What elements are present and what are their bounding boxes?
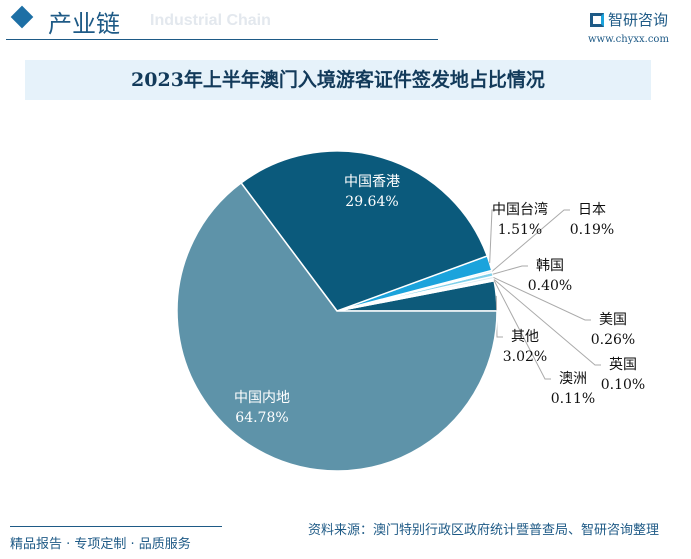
slice-name: 中国香港 [344,174,400,190]
leader-line-3 [493,277,591,321]
slice-label: 中国内地 64.78% [232,388,292,428]
leader-line-4 [492,265,528,275]
slice-label: 英国 0.10% [593,355,653,395]
slice-value: 29.64% [345,194,399,210]
slice-name: 英国 [609,357,637,373]
logo-text: 智研咨询 [608,11,669,29]
slice-value: 1.51% [497,222,543,238]
slice-value: 0.11% [550,391,596,407]
footer-tagline: 精品报告 · 专项定制 · 品质服务 [10,537,191,552]
slice-value: 0.19% [569,222,615,238]
slice-name: 中国台湾 [492,202,548,218]
slice-label: 澳洲 0.11% [543,369,603,409]
slice-label: 中国台湾 1.51% [490,200,550,240]
slice-name: 韩国 [536,258,564,274]
slice-name: 澳洲 [559,371,587,387]
data-source: 资料来源：澳门特别行政区政府统计暨普查局、智研咨询整理 [308,523,660,538]
slice-value: 0.40% [527,278,573,294]
footer-divider [10,526,222,527]
pie-slice-7 [240,150,489,312]
slice-name: 中国内地 [234,390,290,406]
header-divider [6,39,438,40]
slice-value: 64.78% [235,410,289,426]
slice-value: 3.02% [502,349,548,365]
slice-label: 美国 0.26% [583,310,643,350]
logo: 智研咨询 [590,9,668,30]
slice-name: 其他 [511,329,539,345]
website-url: www.chyxx.com [588,34,669,45]
leader-line-5 [491,209,570,272]
slice-label: 日本 0.19% [562,200,622,240]
leader-line-1 [493,280,551,380]
slice-label: 中国香港 29.64% [342,172,402,212]
leader-line-2 [493,278,601,366]
slice-label: 其他 3.02% [495,327,555,367]
slice-label: 韩国 0.40% [520,256,580,296]
header-title: 产业链 [48,10,120,38]
slice-value: 0.26% [590,332,636,348]
slice-name: 美国 [599,312,627,328]
leader-line-6 [489,209,498,264]
leader-line-0 [495,295,503,338]
chart-title: 2023年上半年澳门入境游客证件签发地占比情况 [25,60,651,100]
header-subtitle: Industrial Chain [150,12,271,29]
pie-slice-8 [176,181,498,472]
slice-value: 0.10% [600,377,646,393]
logo-icon [590,13,604,27]
slice-name: 日本 [578,202,606,218]
